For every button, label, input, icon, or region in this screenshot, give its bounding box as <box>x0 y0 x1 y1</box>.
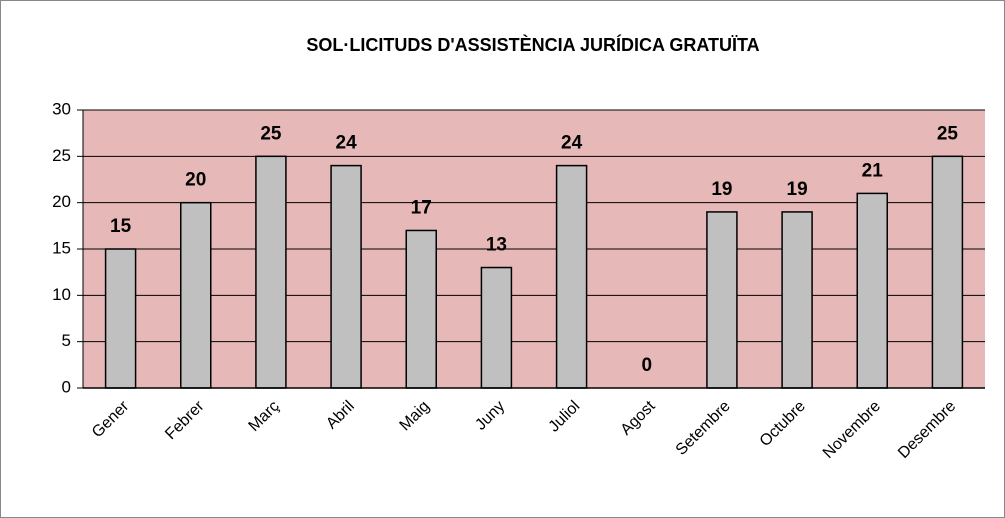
bar <box>180 201 212 389</box>
y-tick-label: 30 <box>52 99 71 118</box>
data-label: 0 <box>641 355 652 376</box>
data-label: 20 <box>185 170 206 191</box>
bar <box>856 192 888 389</box>
data-label: 13 <box>486 235 507 256</box>
y-tick-label: 0 <box>62 377 71 396</box>
data-label: 24 <box>336 133 358 154</box>
y-tick-label: 25 <box>52 146 71 165</box>
bar <box>480 266 513 389</box>
bar <box>706 211 738 389</box>
data-label: 25 <box>937 123 959 144</box>
data-label: 17 <box>411 197 432 218</box>
data-label: 24 <box>561 133 583 154</box>
bar <box>931 155 964 389</box>
data-label: 15 <box>110 216 132 237</box>
data-label: 21 <box>862 160 884 181</box>
data-label: 19 <box>711 179 732 200</box>
bar <box>104 248 137 389</box>
data-label: 25 <box>260 123 282 144</box>
bar <box>781 211 813 389</box>
bar <box>330 164 362 389</box>
y-tick-label: 15 <box>52 238 71 257</box>
chart-title: SOL·LICITUDS D'ASSISTÈNCIA JURÍDICA GRAT… <box>306 34 759 55</box>
bar <box>405 229 437 389</box>
data-label: 19 <box>787 179 808 200</box>
bar <box>255 155 287 389</box>
y-tick-label: 20 <box>52 192 71 211</box>
bar <box>555 164 588 389</box>
y-tick-label: 10 <box>52 285 71 304</box>
y-tick-label: 5 <box>62 331 71 350</box>
